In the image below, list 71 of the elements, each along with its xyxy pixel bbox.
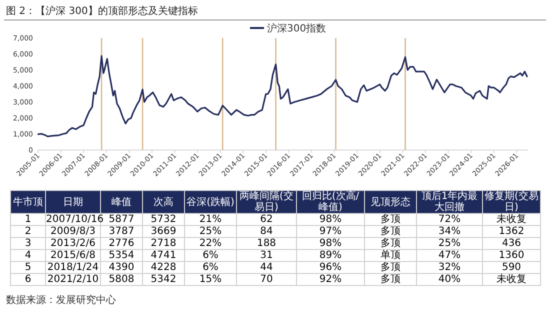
table-cell: 牛市顶 [10, 190, 46, 214]
table-cell: 4390 [100, 262, 142, 274]
table-cell: 84 [236, 226, 296, 238]
table-cell: 6 [10, 274, 46, 286]
table-cell: 34% [416, 226, 482, 238]
table-cell: 436 [482, 238, 540, 250]
table-cell: 2 [10, 226, 46, 238]
table-cell: 5354 [100, 250, 142, 262]
table-cell: 2007/10/16 [46, 214, 100, 226]
table-cell: 顶后1年内最大回撤 [416, 190, 482, 214]
table-cell: 1360 [482, 250, 540, 262]
table-cell: 96% [296, 262, 364, 274]
table-cell: 5 [10, 262, 46, 274]
table-cell: 1 [10, 214, 46, 226]
table-cell: 2718 [142, 238, 184, 250]
table-cell: 2015/6/8 [46, 250, 100, 262]
table-cell: 40% [416, 274, 482, 286]
table-cell: 5808 [100, 274, 142, 286]
table-cell: 97% [296, 226, 364, 238]
title: 图 2：【沪深 300】的顶部形态及关键指标 [6, 6, 198, 17]
table-cell: 15% [184, 274, 236, 286]
table-cell: 多顶 [364, 214, 416, 226]
table-cell: 峰值 [100, 190, 142, 214]
table-cell: 32% [416, 262, 482, 274]
table-cell: 回归比(次高/峰值) [296, 190, 364, 214]
table-cell: 多顶 [364, 226, 416, 238]
table-cell: 5732 [142, 214, 184, 226]
table-cell: 25% [184, 226, 236, 238]
table-cell: 188 [236, 238, 296, 250]
table-cell: 44 [236, 262, 296, 274]
table-cell: 4 [10, 250, 46, 262]
table-cell: 4228 [142, 262, 184, 274]
table-cell: 62 [236, 214, 296, 226]
table-cell: 2018/1/24 [46, 262, 100, 274]
table-cell: 98% [296, 238, 364, 250]
table-cell: 31 [236, 250, 296, 262]
table-cell: 5342 [142, 274, 184, 286]
table-cell: 21% [184, 214, 236, 226]
table-cell: 92% [296, 274, 364, 286]
table-cell: 47% [416, 250, 482, 262]
table-cell: 多顶 [364, 262, 416, 274]
table-cell: 谷深(跌幅) [184, 190, 236, 214]
table-cell: 2009/8/3 [46, 226, 100, 238]
table-cell: 1362 [482, 226, 540, 238]
table-cell: 3787 [100, 226, 142, 238]
table-cell: 22% [184, 238, 236, 250]
table-cell: 次高 [142, 190, 184, 214]
table-cell: 3 [10, 238, 46, 250]
source: 数据来源：发展研究中心 [6, 294, 116, 307]
table-cell: 89% [296, 250, 364, 262]
table-cell: 未收复 [482, 274, 540, 286]
table-cell: 2013/2/6 [46, 238, 100, 250]
table-cell: 多顶 [364, 238, 416, 250]
table-cell: 25% [416, 238, 482, 250]
table-cell: 修复期(交易日) [482, 190, 540, 214]
table-cell: 72% [416, 214, 482, 226]
table-cell: 98% [296, 214, 364, 226]
table-cell: 4741 [142, 250, 184, 262]
table-cell: 2776 [100, 238, 142, 250]
table-cell: 70 [236, 274, 296, 286]
table-cell: 3669 [142, 226, 184, 238]
table-cell: 见顶形态 [364, 190, 416, 214]
table-cell: 590 [482, 262, 540, 274]
table-cell: 2021/2/10 [46, 274, 100, 286]
table-cell: 两峰间隔(交易日) [236, 190, 296, 214]
table-cell: 6% [184, 250, 236, 262]
table-cell: 多顶 [364, 274, 416, 286]
table-cell: 6% [184, 262, 236, 274]
table-cell: 日期 [46, 190, 100, 214]
table-cell: 单顶 [364, 250, 416, 262]
table-cell: 未收复 [482, 214, 540, 226]
